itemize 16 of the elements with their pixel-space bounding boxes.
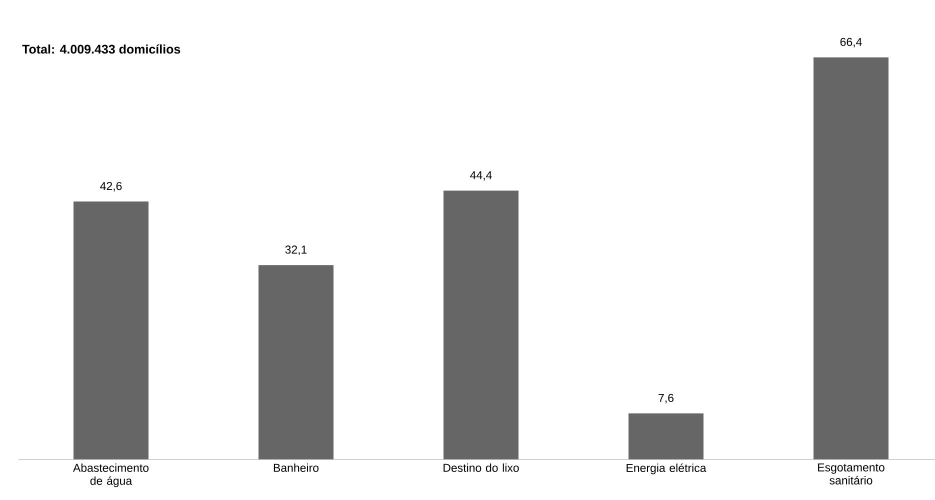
x-tick-label: Esgotamento sanitário — [818, 463, 884, 484]
bar — [444, 190, 519, 460]
x-tick-label: Energia elétrica — [626, 463, 706, 474]
data-label: 44,4 — [470, 171, 492, 181]
x-tick-label: Abastecimento de água — [72, 463, 149, 488]
bar — [814, 57, 889, 460]
bar — [628, 413, 704, 460]
bar — [258, 265, 334, 460]
data-label: 7,6 — [658, 394, 674, 404]
data-label: 42,6 — [100, 182, 122, 192]
data-label: 32,1 — [285, 246, 307, 256]
x-tick-label: Banheiro — [274, 463, 319, 472]
bar — [74, 202, 149, 460]
chart-title: Total: 4.009.433 domicílios — [22, 44, 180, 54]
data-label: 66,4 — [840, 38, 862, 48]
x-tick-label: Destino do lixo — [444, 463, 519, 472]
